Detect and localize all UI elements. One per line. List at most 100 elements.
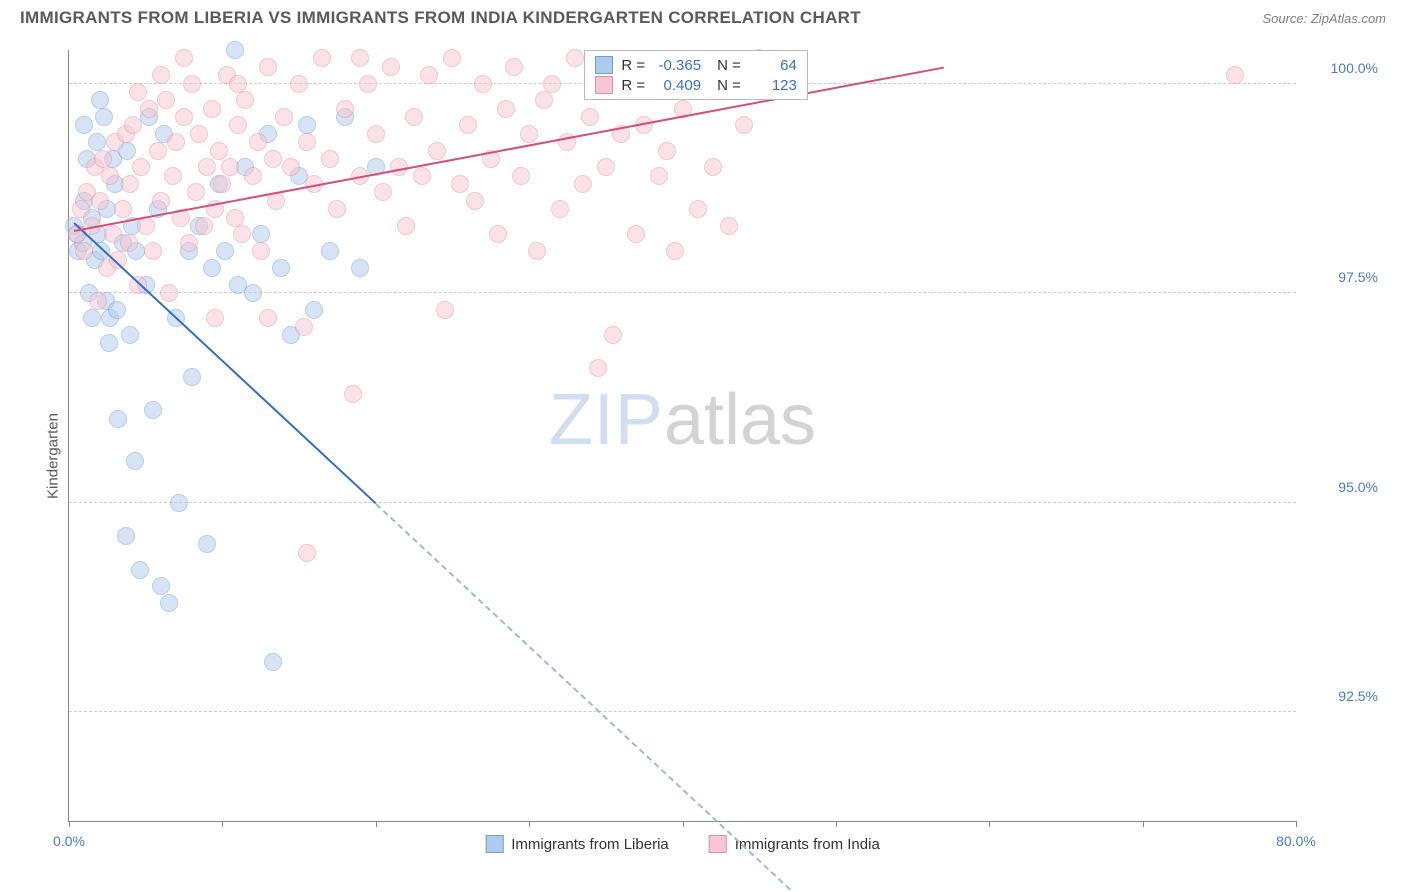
scatter-point-india [187,183,205,201]
scatter-point-liberia [75,116,93,134]
scatter-point-india [183,75,201,93]
scatter-point-india [72,200,90,218]
stats-legend: R =-0.365N =64R =0.409N =123 [584,50,808,100]
scatter-point-india [397,217,415,235]
y-axis-label: Kindergarten [44,413,61,499]
scatter-point-india [1226,66,1244,84]
scatter-point-india [374,183,392,201]
scatter-point-india [735,116,753,134]
scatter-point-india [597,158,615,176]
scatter-point-india [543,75,561,93]
scatter-point-india [157,91,175,109]
scatter-point-india [382,58,400,76]
scatter-point-india [149,142,167,160]
scatter-point-india [466,192,484,210]
scatter-point-liberia [108,301,126,319]
scatter-point-india [75,242,93,260]
scatter-point-liberia [117,527,135,545]
scatter-point-liberia [92,242,110,260]
scatter-point-india [114,200,132,218]
scatter-point-liberia [88,133,106,151]
scatter-point-liberia [305,301,323,319]
legend-n-value-liberia: 64 [749,57,797,74]
legend-swatch-liberia [485,835,503,853]
scatter-point-india [259,309,277,327]
scatter-point-india [359,75,377,93]
scatter-point-india [566,49,584,67]
scatter-point-india [120,234,138,252]
gridline-h [69,502,1296,503]
scatter-point-liberia [126,452,144,470]
scatter-point-india [140,100,158,118]
scatter-point-india [505,58,523,76]
legend-n-value-india: 123 [749,77,797,94]
scatter-point-india [124,116,142,134]
scatter-point-india [144,242,162,260]
scatter-point-india [167,133,185,151]
scatter-point-india [295,318,313,336]
scatter-point-liberia [272,259,290,277]
scatter-point-liberia [244,284,262,302]
scatter-point-india [520,125,538,143]
x-tick [69,821,70,827]
legend-n-label: N = [717,57,741,74]
scatter-point-india [203,100,221,118]
x-tick [683,821,684,827]
scatter-point-india [298,133,316,151]
scatter-point-liberia [121,326,139,344]
x-tick [529,821,530,827]
scatter-point-india [666,242,684,260]
scatter-point-india [129,83,147,101]
scatter-point-india [152,66,170,84]
stats-legend-row-liberia: R =-0.365N =64 [595,55,797,75]
scatter-point-india [574,175,592,193]
scatter-point-india [443,49,461,67]
scatter-point-india [604,326,622,344]
scatter-point-india [581,108,599,126]
scatter-point-india [89,292,107,310]
scatter-point-liberia [152,577,170,595]
watermark: ZIPatlas [549,379,816,461]
legend-n-label: N = [717,77,741,94]
scatter-point-india [420,66,438,84]
scatter-point-liberia [100,334,118,352]
plot-area: ZIPatlas 92.5%95.0%97.5%100.0%0.0%80.0%R… [68,50,1296,822]
scatter-point-liberia [226,41,244,59]
legend-r-label: R = [621,77,645,94]
trend-line-extension-liberia [375,503,790,890]
x-tick [376,821,377,827]
legend-swatch-india [709,835,727,853]
scatter-point-india [474,75,492,93]
chart-source: Source: ZipAtlas.com [1262,11,1386,26]
scatter-point-india [236,91,254,109]
trend-line-india [73,67,943,232]
y-tick-label: 92.5% [1306,688,1378,704]
series-legend-label-liberia: Immigrants from Liberia [511,836,669,853]
scatter-point-india [164,167,182,185]
scatter-point-india [132,158,150,176]
scatter-point-liberia [170,494,188,512]
scatter-point-india [252,242,270,260]
series-legend-item-liberia: Immigrants from Liberia [485,835,669,853]
scatter-point-india [405,108,423,126]
scatter-point-india [101,167,119,185]
scatter-point-india [436,301,454,319]
scatter-point-india [321,150,339,168]
scatter-point-india [551,200,569,218]
scatter-point-liberia [264,653,282,671]
x-tick [222,821,223,827]
scatter-point-india [275,108,293,126]
scatter-point-india [627,225,645,243]
scatter-point-liberia [95,108,113,126]
y-tick-label: 100.0% [1306,60,1378,76]
scatter-point-liberia [160,594,178,612]
legend-r-value-india: 0.409 [653,77,701,94]
scatter-point-india [704,158,722,176]
scatter-point-india [206,309,224,327]
scatter-point-liberia [131,561,149,579]
scatter-point-india [512,167,530,185]
scatter-point-india [336,100,354,118]
x-tick-label: 80.0% [1276,833,1316,849]
scatter-point-india [282,158,300,176]
gridline-h [69,711,1296,712]
